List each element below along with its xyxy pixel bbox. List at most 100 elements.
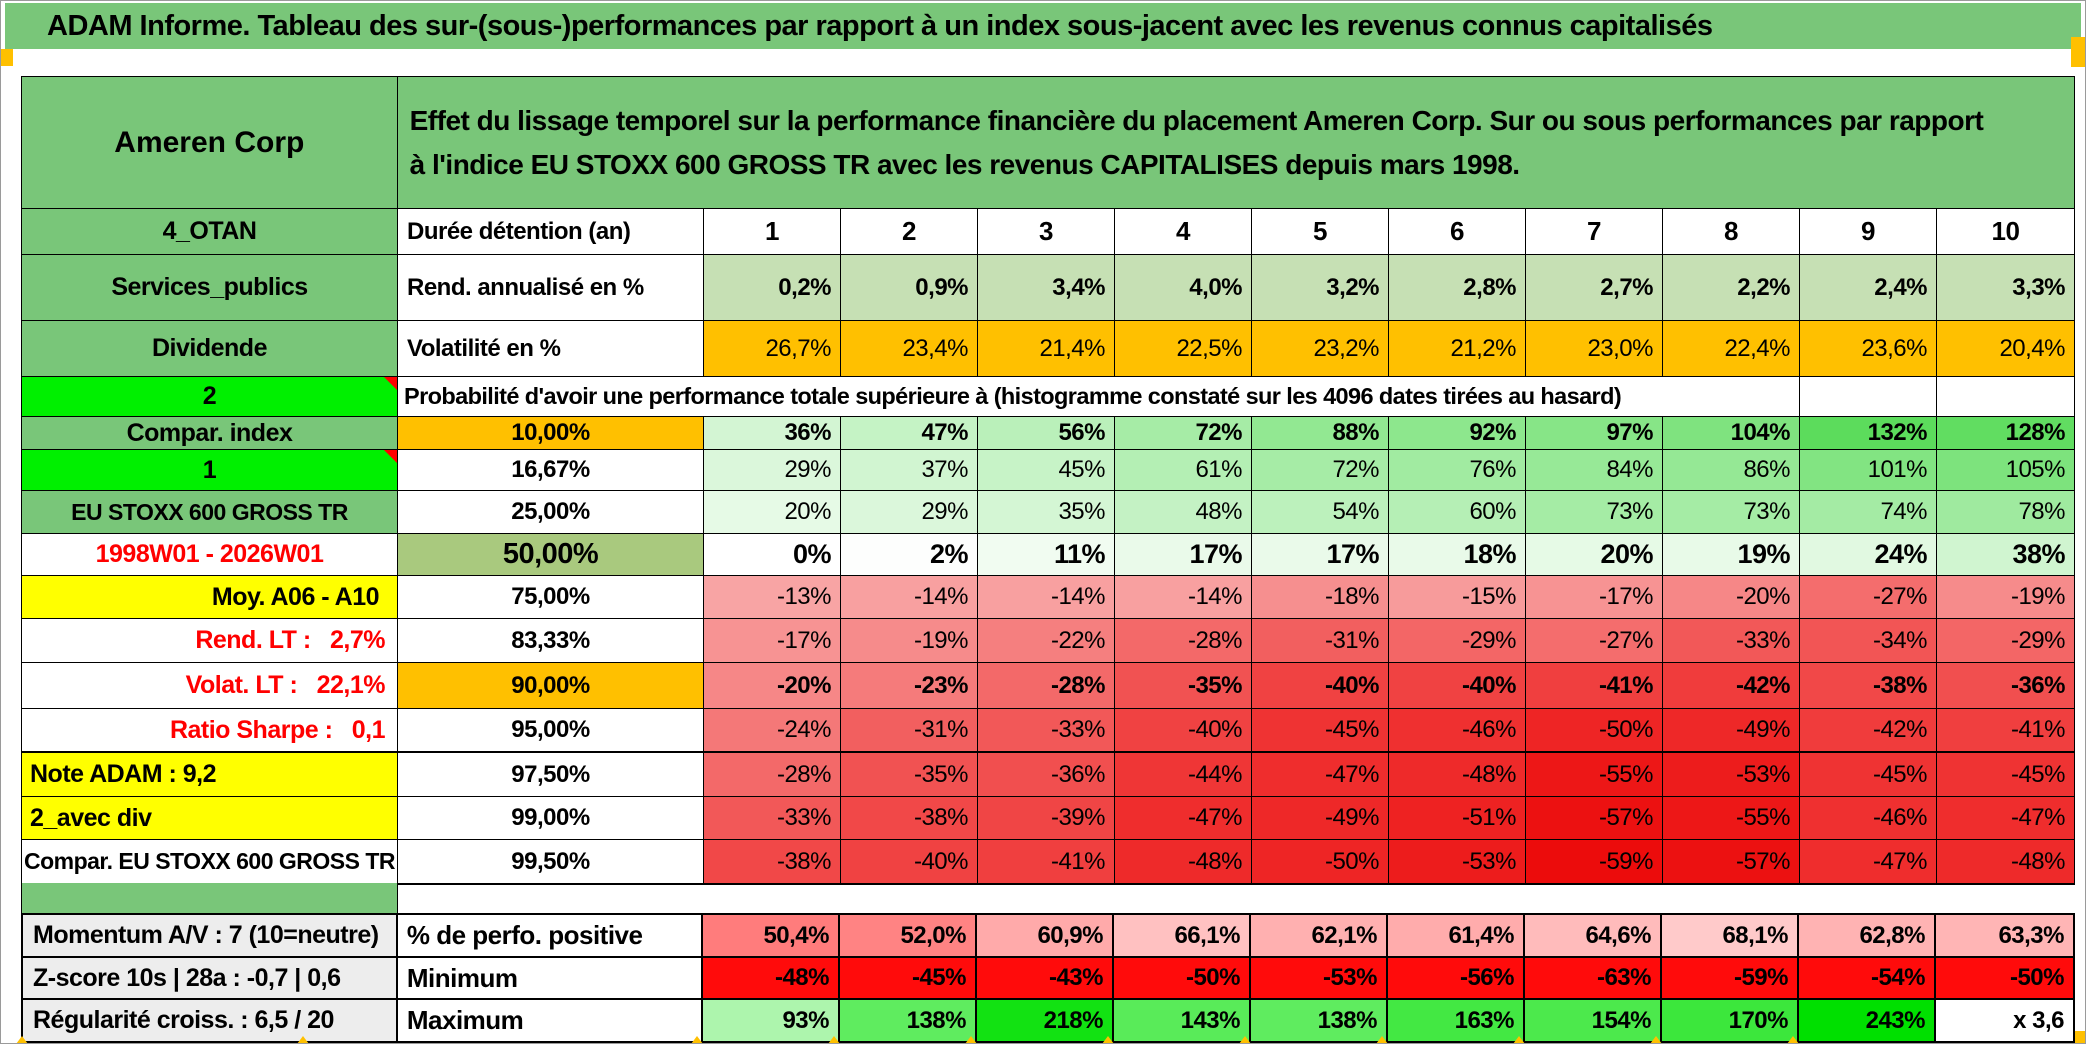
cell-p75[interactable]: -17%	[1526, 576, 1663, 618]
cell-p95[interactable]: -40%	[1115, 709, 1252, 751]
cell-p99[interactable]: -46%	[1800, 797, 1937, 839]
cell-p95[interactable]: -31%	[841, 709, 978, 751]
row-metric-minimum[interactable]: Minimum	[397, 958, 703, 998]
cell-maximum[interactable]: 170%	[1662, 1000, 1799, 1041]
cell-minimum[interactable]: -45%	[840, 958, 977, 998]
cell-p10[interactable]: 128%	[1937, 417, 2074, 449]
cell-p90[interactable]: -41%	[1526, 663, 1663, 708]
cell-p50[interactable]: 0%	[704, 534, 841, 575]
cell-p995[interactable]: -47%	[1800, 840, 1937, 883]
cell-p10[interactable]: 56%	[978, 417, 1115, 449]
cell-p50[interactable]: 18%	[1389, 534, 1526, 575]
cell-p75[interactable]: -14%	[1115, 576, 1252, 618]
cell-p25[interactable]: 74%	[1800, 491, 1937, 533]
cell-p975[interactable]: -35%	[841, 753, 978, 796]
row-metric-p50[interactable]: 50,00%	[398, 534, 704, 575]
cell-p50[interactable]: 17%	[1115, 534, 1252, 575]
cell-p99[interactable]: -33%	[704, 797, 841, 839]
cell-volatility[interactable]: 21,2%	[1389, 321, 1526, 376]
cell-minimum[interactable]: -63%	[1525, 958, 1662, 998]
row-metric-maximum[interactable]: Maximum	[397, 1000, 703, 1041]
cell-maximum[interactable]: x 3,6	[1936, 1000, 2073, 1041]
cell-positive[interactable]: 63,3%	[1936, 915, 2073, 956]
cell-minimum[interactable]: -50%	[1114, 958, 1251, 998]
row-metric-volatility[interactable]: Volatilité en %	[398, 321, 704, 376]
cell-p995[interactable]: -48%	[1937, 840, 2074, 883]
cell-p75[interactable]: -13%	[704, 576, 841, 618]
cell-p10[interactable]: 104%	[1663, 417, 1800, 449]
cell-p8333[interactable]: -22%	[978, 619, 1115, 662]
cell-duration[interactable]: 3	[978, 209, 1115, 254]
cell-p975[interactable]: -28%	[704, 753, 841, 796]
cell-p90[interactable]: -20%	[704, 663, 841, 708]
cell-p99[interactable]: -39%	[978, 797, 1115, 839]
cell-minimum[interactable]: -53%	[1251, 958, 1388, 998]
cell-maximum[interactable]: 138%	[840, 1000, 977, 1041]
cell-p1667[interactable]: 105%	[1937, 450, 2074, 490]
report-description-cell[interactable]: Effet du lissage temporel sur la perform…	[397, 77, 2074, 208]
cell-volatility[interactable]: 23,0%	[1526, 321, 1663, 376]
cell-duration[interactable]: 4	[1115, 209, 1252, 254]
cell-p90[interactable]: -38%	[1800, 663, 1937, 708]
cell-minimum[interactable]: -43%	[977, 958, 1114, 998]
cell-minimum[interactable]: -50%	[1936, 958, 2073, 998]
cell-p1667[interactable]: 86%	[1663, 450, 1800, 490]
cell-p50[interactable]: 24%	[1800, 534, 1937, 575]
cell-p75[interactable]: -19%	[1937, 576, 2074, 618]
row-metric-annual[interactable]: Rend. annualisé en %	[398, 255, 704, 320]
cell-annual[interactable]: 2,8%	[1389, 255, 1526, 320]
cell-annual[interactable]: 0,2%	[704, 255, 841, 320]
row-label-volatility[interactable]: Dividende	[22, 321, 398, 376]
cell-p8333[interactable]: -33%	[1663, 619, 1800, 662]
cell-positive[interactable]: 52,0%	[840, 915, 977, 956]
cell-p95[interactable]: -50%	[1526, 709, 1663, 751]
cell-p10[interactable]: 92%	[1389, 417, 1526, 449]
cell-p8333[interactable]: -19%	[841, 619, 978, 662]
probability-note-text[interactable]: Probabilité d'avoir une performance tota…	[398, 377, 1800, 416]
cell-p90[interactable]: -42%	[1663, 663, 1800, 708]
cell-duration[interactable]: 1	[704, 209, 841, 254]
cell-positive[interactable]: 68,1%	[1662, 915, 1799, 956]
cell-duration[interactable]: 7	[1526, 209, 1663, 254]
cell-p75[interactable]: -14%	[841, 576, 978, 618]
row-metric-p995[interactable]: 99,50%	[398, 840, 704, 883]
cell-p99[interactable]: -51%	[1389, 797, 1526, 839]
row-label-annual[interactable]: Services_publics	[22, 255, 398, 320]
cell-p995[interactable]: -40%	[841, 840, 978, 883]
cell-p25[interactable]: 29%	[841, 491, 978, 533]
cell-p1667[interactable]: 29%	[704, 450, 841, 490]
cell-p90[interactable]: -23%	[841, 663, 978, 708]
cell-p1667[interactable]: 101%	[1800, 450, 1937, 490]
cell-p99[interactable]: -47%	[1937, 797, 2074, 839]
cell-positive[interactable]: 62,8%	[1799, 915, 1936, 956]
cell-p75[interactable]: -15%	[1389, 576, 1526, 618]
row-metric-positive[interactable]: % de perfo. positive	[397, 915, 703, 956]
cell-p50[interactable]: 17%	[1252, 534, 1389, 575]
row-label-p99[interactable]: 2_avec div	[22, 797, 398, 839]
cell-p10[interactable]: 36%	[704, 417, 841, 449]
cell-p10[interactable]: 88%	[1252, 417, 1389, 449]
cell-p975[interactable]: -45%	[1800, 753, 1937, 796]
cell-volatility[interactable]: 26,7%	[704, 321, 841, 376]
cell-p8333[interactable]: -29%	[1389, 619, 1526, 662]
row-label-maximum[interactable]: Régularité croiss. : 6,5 / 20	[23, 1000, 398, 1041]
cell-positive[interactable]: 50,4%	[703, 915, 840, 956]
cell-p50[interactable]: 20%	[1526, 534, 1663, 575]
cell-annual[interactable]: 2,2%	[1663, 255, 1800, 320]
cell-p50[interactable]: 38%	[1937, 534, 2074, 575]
row-metric-p975[interactable]: 97,50%	[398, 753, 704, 796]
cell-p1667[interactable]: 61%	[1115, 450, 1252, 490]
cell-p10[interactable]: 47%	[841, 417, 978, 449]
row-label-p995[interactable]: Compar. EU STOXX 600 GROSS TR	[22, 840, 398, 883]
cell-p10[interactable]: 97%	[1526, 417, 1663, 449]
cell-positive[interactable]: 64,6%	[1525, 915, 1662, 956]
row-metric-p75[interactable]: 75,00%	[398, 576, 704, 618]
cell-p975[interactable]: -44%	[1115, 753, 1252, 796]
cell-p1667[interactable]: 76%	[1389, 450, 1526, 490]
cell-p90[interactable]: -36%	[1937, 663, 2074, 708]
row-label-minimum[interactable]: Z-score 10s | 28a : -0,7 | 0,6	[23, 958, 398, 998]
row-label-prob[interactable]: 2	[22, 377, 398, 416]
cell-p99[interactable]: -57%	[1526, 797, 1663, 839]
cell-p95[interactable]: -49%	[1663, 709, 1800, 751]
row-metric-p99[interactable]: 99,00%	[398, 797, 704, 839]
